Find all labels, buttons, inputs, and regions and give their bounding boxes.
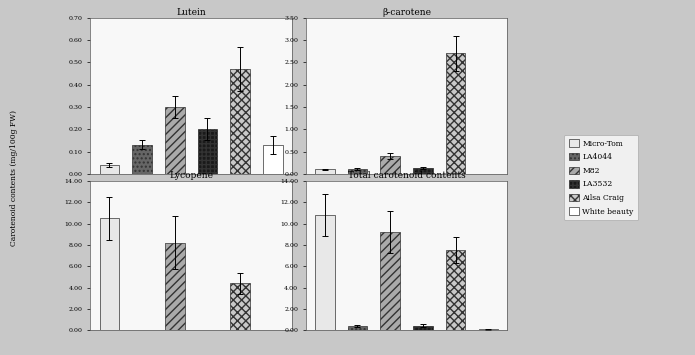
Title: Lycopene: Lycopene <box>169 171 213 180</box>
Bar <box>445 54 466 174</box>
Bar <box>99 165 119 174</box>
Title: Lutein: Lutein <box>177 8 206 17</box>
Bar <box>165 243 185 330</box>
Bar <box>230 283 250 330</box>
Bar <box>99 218 119 330</box>
Title: β-carotene: β-carotene <box>382 8 431 17</box>
Bar <box>348 326 368 330</box>
Bar <box>479 329 498 330</box>
Bar <box>413 326 433 330</box>
Bar <box>263 145 283 174</box>
Legend: Micro-Tom, LA4044, M82, LA3532, Ailsa Craig, White beauty: Micro-Tom, LA4044, M82, LA3532, Ailsa Cr… <box>564 135 638 220</box>
Bar <box>380 232 400 330</box>
Bar <box>380 156 400 174</box>
Bar <box>348 169 368 174</box>
Bar <box>315 215 334 330</box>
Title: Total carotenoid contents: Total carotenoid contents <box>348 171 466 180</box>
Bar <box>315 169 334 174</box>
Bar <box>445 250 466 330</box>
Bar <box>413 168 433 174</box>
Bar <box>132 145 152 174</box>
Bar <box>197 129 218 174</box>
Bar <box>165 107 185 174</box>
Text: Carotenoid contents (mg/100g FW): Carotenoid contents (mg/100g FW) <box>10 109 18 246</box>
Bar <box>230 69 250 174</box>
